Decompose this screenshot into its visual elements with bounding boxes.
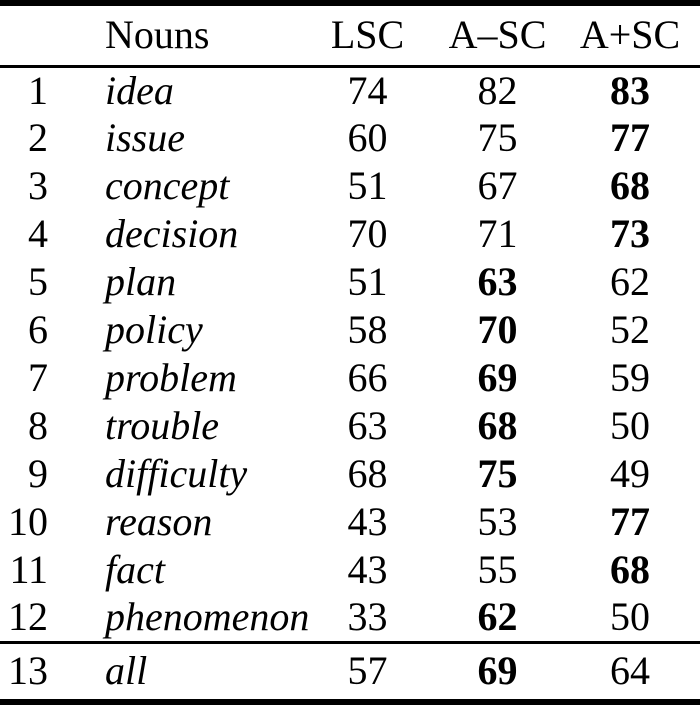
rank-cell: 8 — [28, 403, 48, 448]
value-cell: 68 — [610, 547, 650, 592]
rank-cell: 1 — [28, 67, 48, 113]
noun-cell: trouble — [105, 403, 220, 448]
rank-cell: 11 — [9, 547, 48, 592]
header-a-minus-sc: A–SC — [448, 12, 547, 58]
table-body: 1 idea 74 82 83 2 issue 60 75 77 3 concept 51 67 68 4 de… — [0, 66, 700, 702]
results-table: Nouns LSC A–SC A+SC 1 idea 74 82 83 2 issue 60 7… — [0, 0, 700, 705]
value-cell: 60 — [347, 115, 388, 160]
noun-cell: fact — [105, 547, 165, 592]
value-cell: 68 — [477, 403, 518, 448]
header-nouns: Nouns — [105, 12, 210, 58]
value-cell: 77 — [610, 115, 650, 160]
value-cell: 50 — [610, 403, 650, 448]
value-cell: 70 — [477, 307, 518, 352]
value-cell: 69 — [477, 648, 518, 694]
value-cell: 70 — [347, 211, 388, 256]
value-cell: 43 — [347, 547, 388, 592]
header-rank-cell — [0, 3, 48, 66]
value-cell: 52 — [610, 307, 650, 352]
value-cell: 53 — [477, 499, 518, 544]
rank-cell: 2 — [28, 115, 48, 160]
noun-cell: issue — [105, 115, 185, 160]
rank-cell: 13 — [8, 648, 48, 694]
value-cell: 62 — [610, 259, 650, 304]
noun-cell: problem — [105, 355, 237, 400]
value-cell: 77 — [610, 499, 650, 544]
rank-cell: 6 — [28, 307, 48, 352]
noun-cell: concept — [105, 163, 230, 208]
table-row: 1 idea 74 82 83 — [0, 66, 700, 114]
table-row: 3 concept 51 67 68 — [0, 162, 700, 210]
value-cell: 55 — [477, 547, 518, 592]
value-cell: 71 — [477, 211, 518, 256]
rank-cell: 9 — [28, 451, 48, 496]
value-cell: 83 — [610, 67, 650, 113]
value-cell: 51 — [347, 163, 388, 208]
rank-cell: 5 — [28, 259, 48, 304]
value-cell: 63 — [347, 403, 388, 448]
noun-cell: phenomenon — [105, 594, 310, 640]
value-cell: 74 — [347, 67, 388, 113]
value-cell: 51 — [347, 259, 388, 304]
rank-cell: 4 — [28, 211, 48, 256]
table-row: 2 issue 60 75 77 — [0, 114, 700, 162]
noun-cell: decision — [105, 211, 239, 256]
table-row: 11 fact 43 55 68 — [0, 546, 700, 594]
value-cell: 33 — [347, 594, 388, 640]
value-cell: 66 — [347, 355, 388, 400]
noun-cell: difficulty — [105, 451, 248, 496]
value-cell: 43 — [347, 499, 388, 544]
noun-cell: all — [105, 648, 148, 694]
table-row: 8 trouble 63 68 50 — [0, 402, 700, 450]
rank-cell: 12 — [8, 594, 48, 640]
value-cell: 69 — [477, 355, 518, 400]
value-cell: 49 — [610, 451, 650, 496]
value-cell: 75 — [477, 451, 518, 496]
value-cell: 75 — [477, 115, 518, 160]
table-row: 5 plan 51 63 62 — [0, 258, 700, 306]
header-row: Nouns LSC A–SC A+SC — [0, 3, 700, 66]
total-row: 13 all 57 69 64 — [0, 642, 700, 702]
noun-cell: policy — [105, 307, 203, 352]
value-cell: 57 — [347, 648, 388, 694]
noun-cell: reason — [105, 499, 213, 544]
table-header: Nouns LSC A–SC A+SC — [0, 3, 700, 66]
value-cell: 68 — [610, 163, 650, 208]
value-cell: 73 — [610, 211, 650, 256]
table-row: 9 difficulty 68 75 49 — [0, 450, 700, 498]
table-row: 4 decision 70 71 73 — [0, 210, 700, 258]
noun-cell: idea — [105, 67, 174, 113]
header-a-plus-sc: A+SC — [579, 12, 681, 58]
value-cell: 82 — [477, 67, 518, 113]
value-cell: 64 — [610, 648, 650, 694]
value-cell: 58 — [347, 307, 388, 352]
value-cell: 68 — [347, 451, 388, 496]
table-row: 7 problem 66 69 59 — [0, 354, 700, 402]
value-cell: 50 — [610, 594, 650, 640]
table-row: 6 policy 58 70 52 — [0, 306, 700, 354]
value-cell: 67 — [477, 163, 518, 208]
rank-cell: 3 — [28, 163, 48, 208]
rank-cell: 10 — [8, 499, 48, 544]
value-cell: 62 — [477, 594, 518, 640]
table-row: 12 phenomenon 33 62 50 — [0, 594, 700, 642]
value-cell: 59 — [610, 355, 650, 400]
rank-cell: 7 — [28, 355, 48, 400]
value-cell: 63 — [477, 259, 518, 304]
header-lsc: LSC — [330, 12, 405, 58]
table-row: 10 reason 43 53 77 — [0, 498, 700, 546]
noun-cell: plan — [105, 259, 177, 304]
